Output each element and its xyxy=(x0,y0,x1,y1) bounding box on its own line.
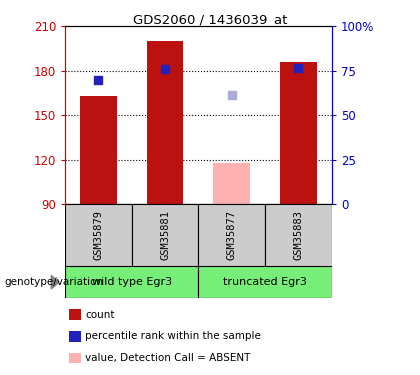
Point xyxy=(162,66,168,72)
Bar xyxy=(65,266,199,298)
Bar xyxy=(132,204,199,266)
Point xyxy=(295,65,302,71)
Polygon shape xyxy=(51,275,59,289)
Bar xyxy=(199,266,332,298)
Text: GDS2060 / 1436039_at: GDS2060 / 1436039_at xyxy=(133,13,287,26)
Text: GSM35881: GSM35881 xyxy=(160,210,170,260)
Text: truncated Egr3: truncated Egr3 xyxy=(223,277,307,287)
Text: genotype/variation: genotype/variation xyxy=(4,277,103,287)
Bar xyxy=(199,204,265,266)
Text: value, Detection Call = ABSENT: value, Detection Call = ABSENT xyxy=(85,353,251,363)
Bar xyxy=(265,204,332,266)
Bar xyxy=(147,41,184,204)
Bar xyxy=(80,96,117,204)
Point xyxy=(228,92,235,98)
Text: count: count xyxy=(85,310,115,320)
Text: percentile rank within the sample: percentile rank within the sample xyxy=(85,332,261,341)
Bar xyxy=(65,204,132,266)
Point xyxy=(95,77,102,83)
Bar xyxy=(213,163,250,204)
Bar xyxy=(280,62,317,204)
Text: GSM35883: GSM35883 xyxy=(294,210,304,260)
Text: GSM35877: GSM35877 xyxy=(227,210,237,260)
Text: wild type Egr3: wild type Egr3 xyxy=(92,277,172,287)
Text: GSM35879: GSM35879 xyxy=(93,210,103,260)
